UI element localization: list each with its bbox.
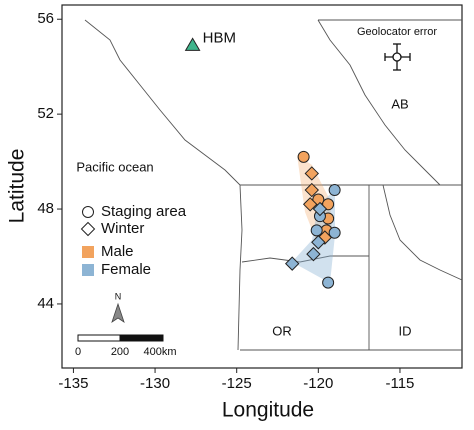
point bbox=[304, 166, 320, 181]
region-label: OR bbox=[272, 323, 292, 338]
y-tick-label: 48 bbox=[37, 200, 54, 217]
ocean-label: Pacific ocean bbox=[76, 159, 153, 174]
scale-label: 200 bbox=[111, 346, 129, 358]
legend-label: Winter bbox=[101, 220, 144, 237]
point bbox=[311, 235, 326, 250]
site-marker bbox=[184, 37, 201, 51]
point bbox=[284, 256, 300, 271]
legend-label: Male bbox=[101, 243, 134, 260]
point bbox=[312, 201, 328, 217]
legend-label: Female bbox=[101, 261, 151, 278]
x-tick-label: -135 bbox=[58, 375, 88, 392]
compass bbox=[111, 302, 125, 323]
point bbox=[328, 226, 341, 239]
legend-marker bbox=[82, 206, 94, 218]
plot-frame bbox=[61, 4, 463, 369]
legend-marker bbox=[80, 221, 96, 237]
x-tick-label: -125 bbox=[222, 375, 252, 392]
region-label: ID bbox=[399, 323, 412, 338]
point bbox=[328, 184, 341, 197]
point bbox=[304, 182, 320, 198]
point bbox=[322, 276, 335, 289]
scale-label: 400km bbox=[143, 346, 176, 358]
site-label: HBM bbox=[203, 29, 236, 46]
x-tick-label: -120 bbox=[303, 375, 333, 392]
region-label: AB bbox=[391, 96, 408, 111]
y-tick-label: 52 bbox=[37, 105, 54, 122]
point bbox=[302, 197, 318, 212]
scale-bar bbox=[77, 334, 164, 342]
legend-swatch bbox=[82, 264, 94, 276]
x-axis-title: Longitude bbox=[222, 399, 314, 422]
point bbox=[310, 224, 323, 237]
legend-swatch bbox=[82, 246, 94, 258]
scale-label: 0 bbox=[75, 346, 81, 358]
x-tick-label: -130 bbox=[140, 375, 170, 392]
north-label: N bbox=[115, 291, 122, 301]
point bbox=[306, 246, 321, 262]
geolocator-error bbox=[384, 43, 411, 71]
error-label: Geolocator error bbox=[357, 26, 437, 38]
x-tick-label: -115 bbox=[385, 375, 414, 392]
y-tick-label: 44 bbox=[37, 295, 54, 312]
point bbox=[297, 150, 310, 163]
point bbox=[317, 230, 333, 245]
point bbox=[322, 198, 335, 211]
y-tick-label: 56 bbox=[37, 10, 54, 27]
y-axis-title: Latitude bbox=[6, 149, 29, 224]
legend-label: Staging area bbox=[101, 203, 187, 220]
